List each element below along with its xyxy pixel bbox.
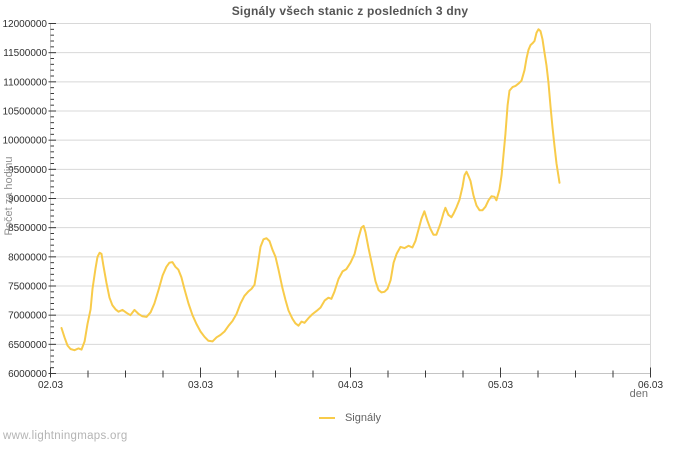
y-tick-label: 7000000 (8, 311, 47, 322)
y-tick-label: 6000000 (8, 369, 47, 380)
y-tick-label: 10500000 (3, 107, 48, 118)
legend-line-swatch (318, 416, 335, 419)
series-line-signaly (60, 28, 561, 352)
y-axis-title: Počet za hodinu (3, 156, 15, 236)
x-tick-label: 02.03 (38, 380, 63, 391)
chart-plot-area: 6000000 6500000 7000000 7500000 8000000 85000… (3, 19, 664, 391)
legend: Signály (0, 410, 700, 425)
y-tick-label: 8500000 (8, 223, 47, 234)
watermark-text: www.lightningmaps.org (3, 430, 128, 442)
y-tick-label: 9000000 (8, 194, 47, 205)
chart-title: Signály všech stanic z posledních 3 dny (231, 4, 469, 18)
y-tick-label: 12000000 (3, 19, 48, 30)
x-tick-label: 05.03 (488, 380, 513, 391)
y-tick-label: 7500000 (8, 282, 47, 293)
x-tick-label: 04.03 (338, 380, 363, 391)
y-tick-label: 10000000 (3, 136, 48, 147)
x-tick-label: 03.03 (188, 380, 213, 391)
y-tick-label: 8000000 (8, 252, 47, 263)
x-axis-title: den (629, 388, 648, 400)
y-tick-label: 11500000 (3, 48, 47, 59)
legend-label: Signály (344, 411, 382, 424)
y-tick-label: 11000000 (3, 77, 47, 88)
x-tick-label: 06.03 (638, 380, 663, 391)
y-tick-label: 9500000 (8, 165, 47, 176)
y-tick-label: 6500000 (8, 340, 47, 351)
